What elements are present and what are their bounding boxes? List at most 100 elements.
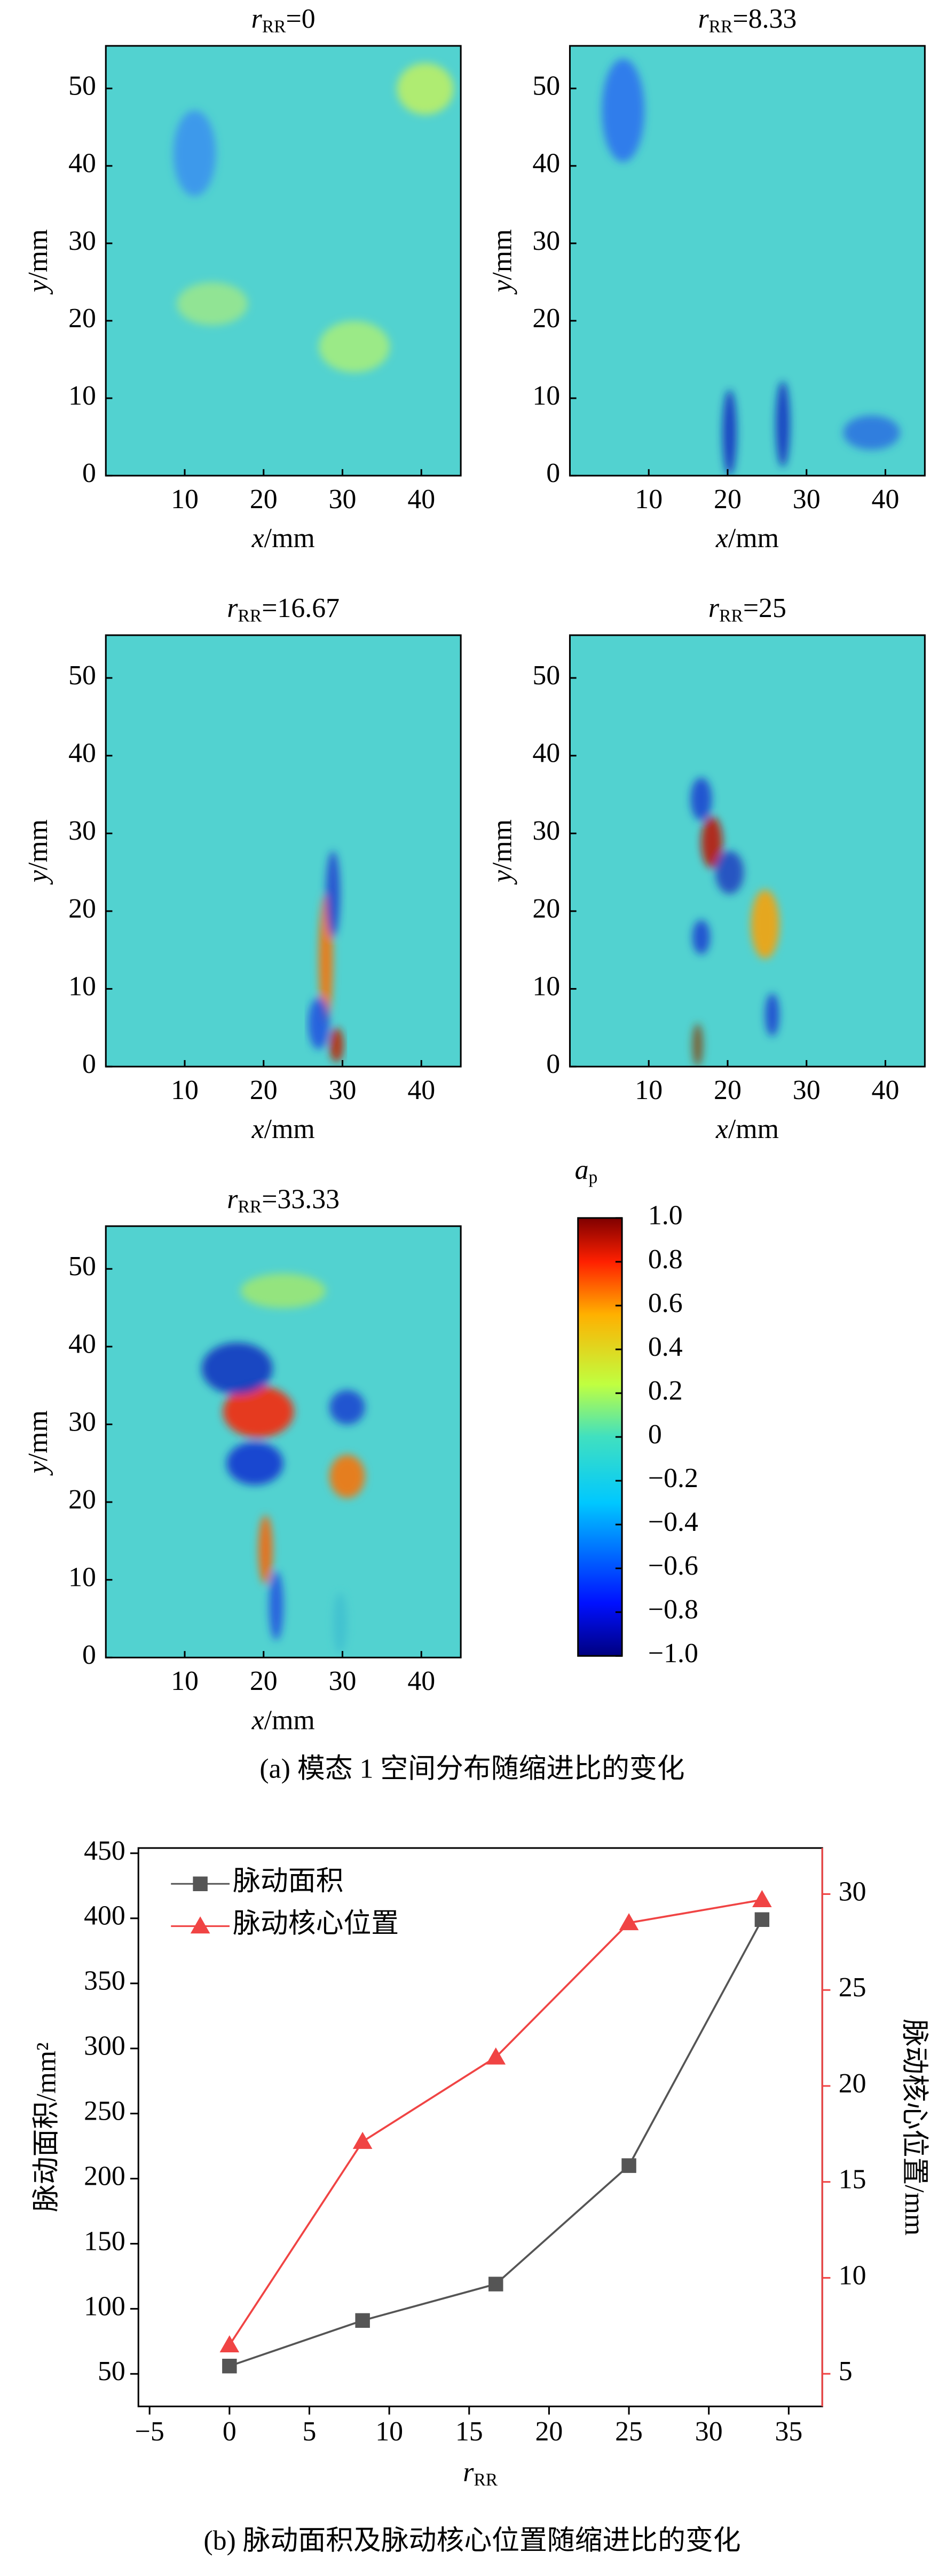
x-tick-label: 20 [250, 484, 278, 515]
marker [488, 2277, 503, 2291]
text-part: r [227, 1184, 238, 1214]
caption: (b) 脉动面积及脉动核心位置随缩进比的变化 [203, 2525, 740, 2556]
legend-marker [190, 1916, 210, 1934]
y-tick-label: 0 [546, 1049, 560, 1079]
x-tick-label: 10 [635, 1075, 663, 1105]
y-tick-label: 40 [68, 1329, 96, 1360]
y-tick-label: 0 [546, 458, 560, 488]
x-tick-label: 5 [303, 2416, 317, 2447]
y-tick-label: 30 [68, 226, 96, 256]
text-part: =33.33 [262, 1184, 340, 1214]
y-tick-label: 0 [82, 1640, 96, 1670]
y-tick-label: 300 [84, 2031, 125, 2061]
x-tick-label: 30 [329, 1075, 357, 1105]
text-part: /mm [23, 1410, 53, 1461]
colorbar-tick-label: 0.6 [648, 1288, 683, 1318]
x-tick-label: 20 [250, 1666, 278, 1696]
heatmap-field [106, 45, 461, 476]
field-blob [722, 390, 737, 476]
colorbar-tick-label: −0.6 [648, 1551, 698, 1581]
text-part: y [487, 870, 517, 885]
caption: (a) 模态 1 空间分布随缩进比的变化 [259, 1754, 684, 1784]
y-axis-label: y/mm [487, 819, 517, 885]
text-part: =16.67 [262, 593, 340, 623]
x-axis-label: x/mm [715, 523, 779, 554]
y-tick-label: 0 [82, 458, 96, 488]
colorbar-tick-label: −0.4 [648, 1507, 698, 1537]
x-tick-label: 15 [455, 2416, 483, 2447]
field-blob [269, 1571, 283, 1641]
x-tick-label: 40 [407, 1666, 435, 1696]
marker [621, 2158, 636, 2173]
colorbar-tick-label: −0.2 [648, 1463, 698, 1494]
colorbar-tick-label: 0 [648, 1419, 662, 1450]
marker [486, 2047, 506, 2065]
field-bg [106, 45, 461, 476]
text-part: x [715, 1114, 728, 1144]
marker [352, 2131, 373, 2149]
field-blob [690, 777, 712, 821]
field-blob [329, 1455, 365, 1498]
field-blob [602, 59, 645, 162]
y-tick-label: 10 [68, 971, 96, 1001]
text-part: /mm [728, 523, 779, 554]
x-tick-label: 20 [250, 1075, 278, 1105]
y-tick-label: 30 [68, 816, 96, 846]
text-part: r [698, 4, 709, 34]
x-tick-label: 0 [223, 2416, 237, 2447]
field-blob [258, 1515, 273, 1584]
text-part: x [251, 1114, 264, 1144]
y-tick-label: 20 [532, 894, 560, 924]
legend-marker [193, 1876, 208, 1891]
y-tick-label: 250 [84, 2096, 125, 2127]
x-tick-label: 40 [872, 484, 900, 515]
x-tick-label: 40 [407, 484, 435, 515]
y-tick-label: 20 [532, 303, 560, 334]
field-blob [173, 110, 216, 196]
text-part: x [251, 523, 264, 554]
plot-frame [569, 45, 926, 477]
field-blob [177, 282, 248, 326]
colorbar-label-sub: ap [575, 1155, 598, 1187]
y-axis-label: y/mm [23, 1410, 53, 1476]
y-tick-label: 40 [68, 148, 96, 179]
plot-frame [105, 634, 462, 1068]
text-part: y [23, 870, 53, 885]
marker [222, 2358, 237, 2374]
field-blobs [308, 851, 344, 1063]
y2-tick-label: 30 [839, 1876, 866, 1907]
x-axis-label: x/mm [251, 523, 315, 554]
legend-label: 脉动面积 [233, 1866, 343, 1897]
panel-title: rRR=25 [708, 593, 786, 626]
field-blobs [690, 777, 779, 1067]
marker [355, 2313, 370, 2328]
text-part: RR [719, 606, 743, 626]
x-axis-label: x/mm [251, 1705, 315, 1735]
y-tick-label: 40 [532, 738, 560, 769]
field-blob [843, 415, 900, 450]
panel-title: rRR=8.33 [698, 4, 797, 36]
text-part: /mm [728, 1114, 779, 1144]
y2-tick-label: 5 [839, 2356, 853, 2387]
y2-tick-label: 10 [839, 2260, 866, 2290]
text-part: a [575, 1155, 589, 1185]
marker [619, 1913, 639, 1931]
x-tick-label: 30 [329, 484, 357, 515]
plot-frame [569, 634, 926, 1068]
y-axis-label: y/mm [23, 819, 53, 885]
text-part: x [251, 1705, 264, 1735]
x-tick-label: 30 [329, 1666, 357, 1696]
y2-tick-label: 15 [839, 2164, 866, 2195]
panel-title: rRR=16.67 [227, 593, 340, 626]
y-tick-label: 0 [82, 1049, 96, 1079]
plot-frame [105, 1225, 462, 1658]
panel-title: rRR=33.33 [227, 1184, 340, 1216]
y-tick-label: 450 [84, 1836, 125, 1866]
x-tick-label: 20 [714, 484, 742, 515]
field-blobs [201, 1274, 365, 1654]
colorbar-tick-label: 0.4 [648, 1332, 683, 1362]
text-part: =8.33 [732, 4, 797, 34]
field-blob [308, 997, 330, 1049]
